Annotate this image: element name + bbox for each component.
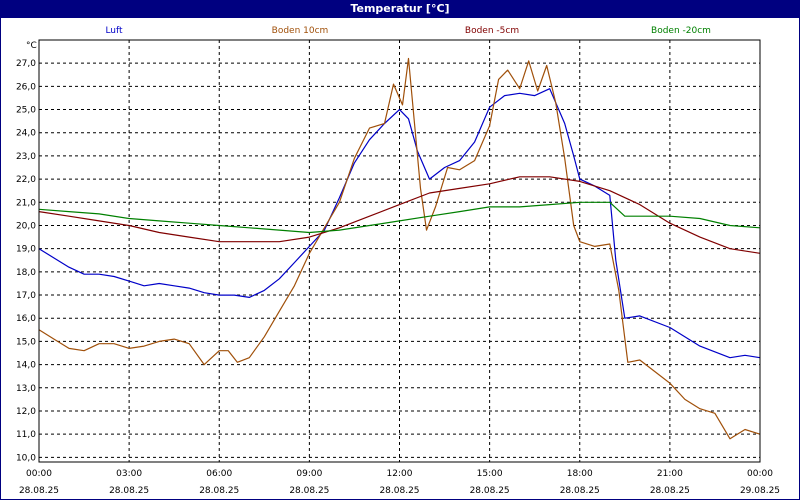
legend-item: Boden -5cm <box>465 26 519 36</box>
y-tick-label: 24,0 <box>16 129 36 139</box>
y-tick-label: 22,0 <box>16 175 36 185</box>
y-tick-label: 15,0 <box>16 337 36 347</box>
y-tick-label: 16,0 <box>16 314 36 324</box>
legend-item: Boden -20cm <box>651 26 711 36</box>
x-tick-date: 28.08.25 <box>109 486 149 496</box>
x-tick-time: 00:00 <box>26 469 52 479</box>
x-tick-time: 18:00 <box>567 469 593 479</box>
y-tick-label: 25,0 <box>16 106 36 116</box>
series-line-2 <box>38 176 761 254</box>
series-lines <box>38 57 761 440</box>
y-tick-label: 27,0 <box>16 59 36 69</box>
y-tick-label: 19,0 <box>16 245 36 255</box>
series-line-3 <box>38 201 761 234</box>
series-line-1 <box>38 57 761 440</box>
plot-area <box>38 39 761 463</box>
x-axis: 00:00 28.08.25 03:00 28.08.25 06:00 28.08.25 0… <box>19 469 780 496</box>
x-tick-date: 28.08.25 <box>560 486 600 496</box>
x-tick-time: 15:00 <box>477 469 503 479</box>
y-tick-label: 10,0 <box>16 453 36 463</box>
y-tick-label: 20,0 <box>16 221 36 231</box>
x-tick-time: 03:00 <box>116 469 142 479</box>
x-tick-date: 28.08.25 <box>650 486 690 496</box>
x-tick-date: 29.08.25 <box>740 486 780 496</box>
grid <box>38 40 761 462</box>
chart-title: Temperatur [°C] <box>0 0 800 18</box>
legend: Luft Boden 10cm Boden -5cm Boden -20cm <box>105 26 711 36</box>
y-tick-label: 11,0 <box>16 430 36 440</box>
x-tick-date: 28.08.25 <box>289 486 329 496</box>
x-tick-date: 28.08.25 <box>19 486 59 496</box>
y-tick-label: 14,0 <box>16 361 36 371</box>
y-tick-label: 13,0 <box>16 384 36 394</box>
y-tick-label: 17,0 <box>16 291 36 301</box>
y-tick-label: 12,0 <box>16 407 36 417</box>
y-tick-label: 21,0 <box>16 198 36 208</box>
y-axis: 10,0 11,0 12,0 13,0 14,0 15,0 16,0 17,0 18,0 19,0… <box>16 59 36 463</box>
y-tick-label: 18,0 <box>16 268 36 278</box>
legend-item: Boden 10cm <box>272 26 329 36</box>
x-tick-date: 28.08.25 <box>199 486 239 496</box>
x-tick-time: 09:00 <box>296 469 322 479</box>
x-tick-time: 21:00 <box>657 469 683 479</box>
x-tick-date: 28.08.25 <box>379 486 419 496</box>
x-tick-date: 28.08.25 <box>470 486 510 496</box>
y-tick-label: 23,0 <box>16 152 36 162</box>
x-tick-time: 12:00 <box>387 469 413 479</box>
y-tick-label: 26,0 <box>16 82 36 92</box>
y-axis-unit: °C <box>26 41 37 51</box>
x-tick-time: 00:00 <box>747 469 773 479</box>
x-tick-time: 06:00 <box>206 469 232 479</box>
series-line-0 <box>38 88 761 359</box>
legend-item: Luft <box>105 26 123 36</box>
